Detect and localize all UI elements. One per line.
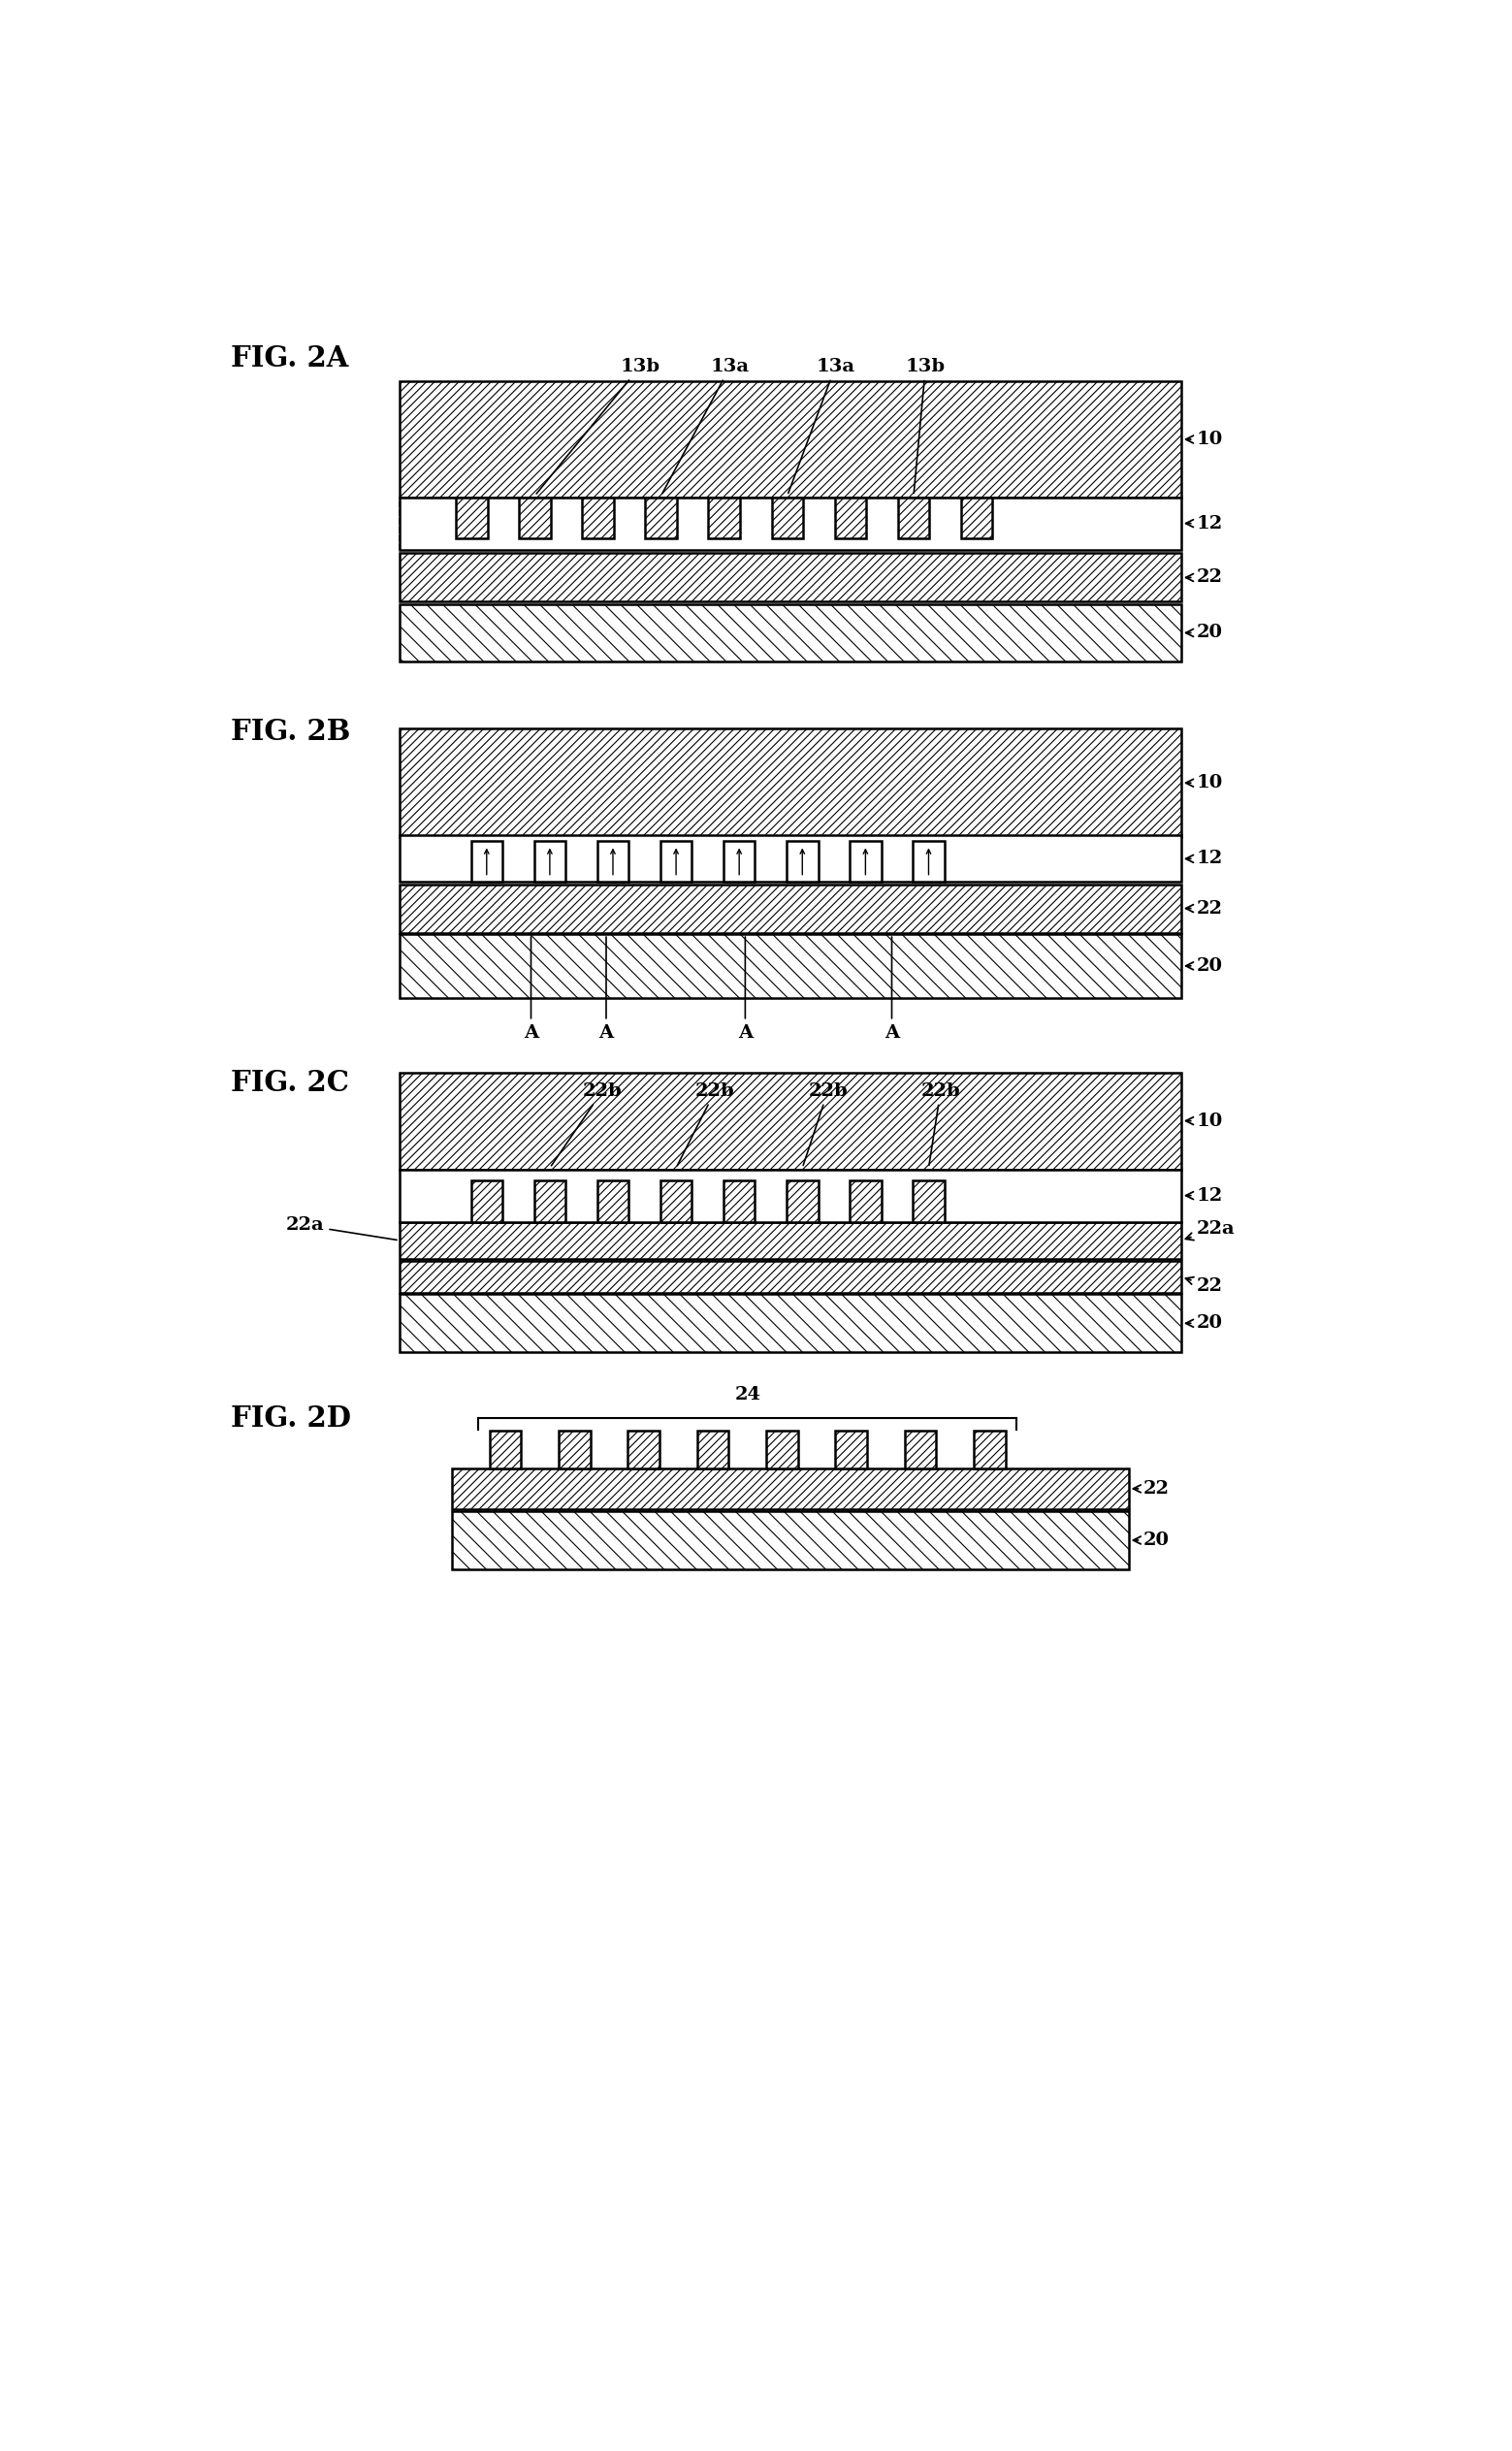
Bar bbox=[697, 1431, 729, 1468]
Text: 13b: 13b bbox=[906, 358, 945, 493]
Text: 20: 20 bbox=[1132, 1532, 1170, 1549]
Text: 22b: 22b bbox=[803, 1083, 848, 1164]
Bar bbox=[399, 603, 1181, 662]
Text: 24: 24 bbox=[735, 1385, 761, 1402]
Bar bbox=[913, 841, 945, 882]
Text: 10: 10 bbox=[1185, 775, 1223, 792]
Bar bbox=[898, 498, 930, 539]
Bar bbox=[470, 1181, 502, 1221]
Text: A: A bbox=[599, 936, 614, 1042]
Text: 22a: 22a bbox=[1185, 1221, 1235, 1240]
Text: 20: 20 bbox=[1185, 625, 1222, 642]
Text: 12: 12 bbox=[1185, 515, 1223, 532]
Bar bbox=[399, 1262, 1181, 1292]
Text: FIG. 2B: FIG. 2B bbox=[230, 718, 349, 745]
Text: FIG. 2D: FIG. 2D bbox=[230, 1404, 351, 1434]
Bar bbox=[904, 1431, 936, 1468]
Bar bbox=[709, 498, 739, 539]
Text: 10: 10 bbox=[1185, 1113, 1223, 1130]
Bar bbox=[974, 1431, 1005, 1468]
Text: 22: 22 bbox=[1132, 1480, 1170, 1498]
Bar bbox=[627, 1431, 659, 1468]
Text: A: A bbox=[885, 936, 900, 1042]
Bar bbox=[399, 836, 1181, 882]
Text: A: A bbox=[738, 936, 753, 1042]
Bar bbox=[850, 841, 881, 882]
Bar bbox=[962, 498, 992, 539]
Bar bbox=[534, 841, 565, 882]
Bar bbox=[399, 554, 1181, 603]
Bar bbox=[399, 1074, 1181, 1169]
Text: 20: 20 bbox=[1185, 1314, 1222, 1331]
Bar bbox=[399, 885, 1181, 934]
Bar bbox=[534, 1181, 565, 1221]
Bar bbox=[399, 934, 1181, 998]
Bar bbox=[913, 1181, 945, 1221]
Bar bbox=[470, 841, 502, 882]
Bar bbox=[399, 1221, 1181, 1260]
Text: 22b: 22b bbox=[921, 1083, 960, 1164]
Text: A: A bbox=[523, 936, 538, 1042]
Bar bbox=[582, 498, 614, 539]
Bar bbox=[786, 1181, 818, 1221]
Text: 13a: 13a bbox=[662, 358, 750, 493]
Bar bbox=[597, 1181, 629, 1221]
Bar bbox=[399, 1169, 1181, 1221]
Text: 22: 22 bbox=[1185, 900, 1222, 917]
Bar bbox=[455, 498, 487, 539]
Bar bbox=[452, 1512, 1128, 1569]
Text: 12: 12 bbox=[1185, 1186, 1223, 1203]
Bar bbox=[723, 841, 754, 882]
Bar bbox=[850, 1181, 881, 1221]
Bar bbox=[835, 498, 866, 539]
Text: 22: 22 bbox=[1185, 569, 1222, 586]
Bar bbox=[646, 498, 677, 539]
Bar bbox=[786, 841, 818, 882]
Bar bbox=[399, 498, 1181, 549]
Text: FIG. 2C: FIG. 2C bbox=[230, 1069, 349, 1096]
Text: 22b: 22b bbox=[677, 1083, 735, 1167]
Bar bbox=[519, 498, 550, 539]
Text: FIG. 2A: FIG. 2A bbox=[230, 343, 348, 373]
Text: 13a: 13a bbox=[788, 358, 854, 493]
Bar bbox=[559, 1431, 590, 1468]
Bar bbox=[723, 1181, 754, 1221]
Bar bbox=[490, 1431, 522, 1468]
Text: 22b: 22b bbox=[552, 1083, 621, 1167]
Text: 10: 10 bbox=[1185, 431, 1223, 449]
Bar bbox=[767, 1431, 798, 1468]
Text: 13b: 13b bbox=[537, 358, 659, 493]
Bar bbox=[836, 1431, 866, 1468]
Bar bbox=[661, 1181, 692, 1221]
Text: 12: 12 bbox=[1185, 850, 1223, 868]
Text: 22: 22 bbox=[1185, 1277, 1222, 1294]
Bar bbox=[399, 728, 1181, 838]
Bar bbox=[452, 1468, 1128, 1510]
Bar bbox=[771, 498, 803, 539]
Bar bbox=[597, 841, 629, 882]
Text: 22a: 22a bbox=[286, 1216, 396, 1240]
Bar bbox=[399, 1294, 1181, 1353]
Text: 20: 20 bbox=[1185, 958, 1222, 975]
Bar bbox=[399, 382, 1181, 498]
Bar bbox=[661, 841, 692, 882]
